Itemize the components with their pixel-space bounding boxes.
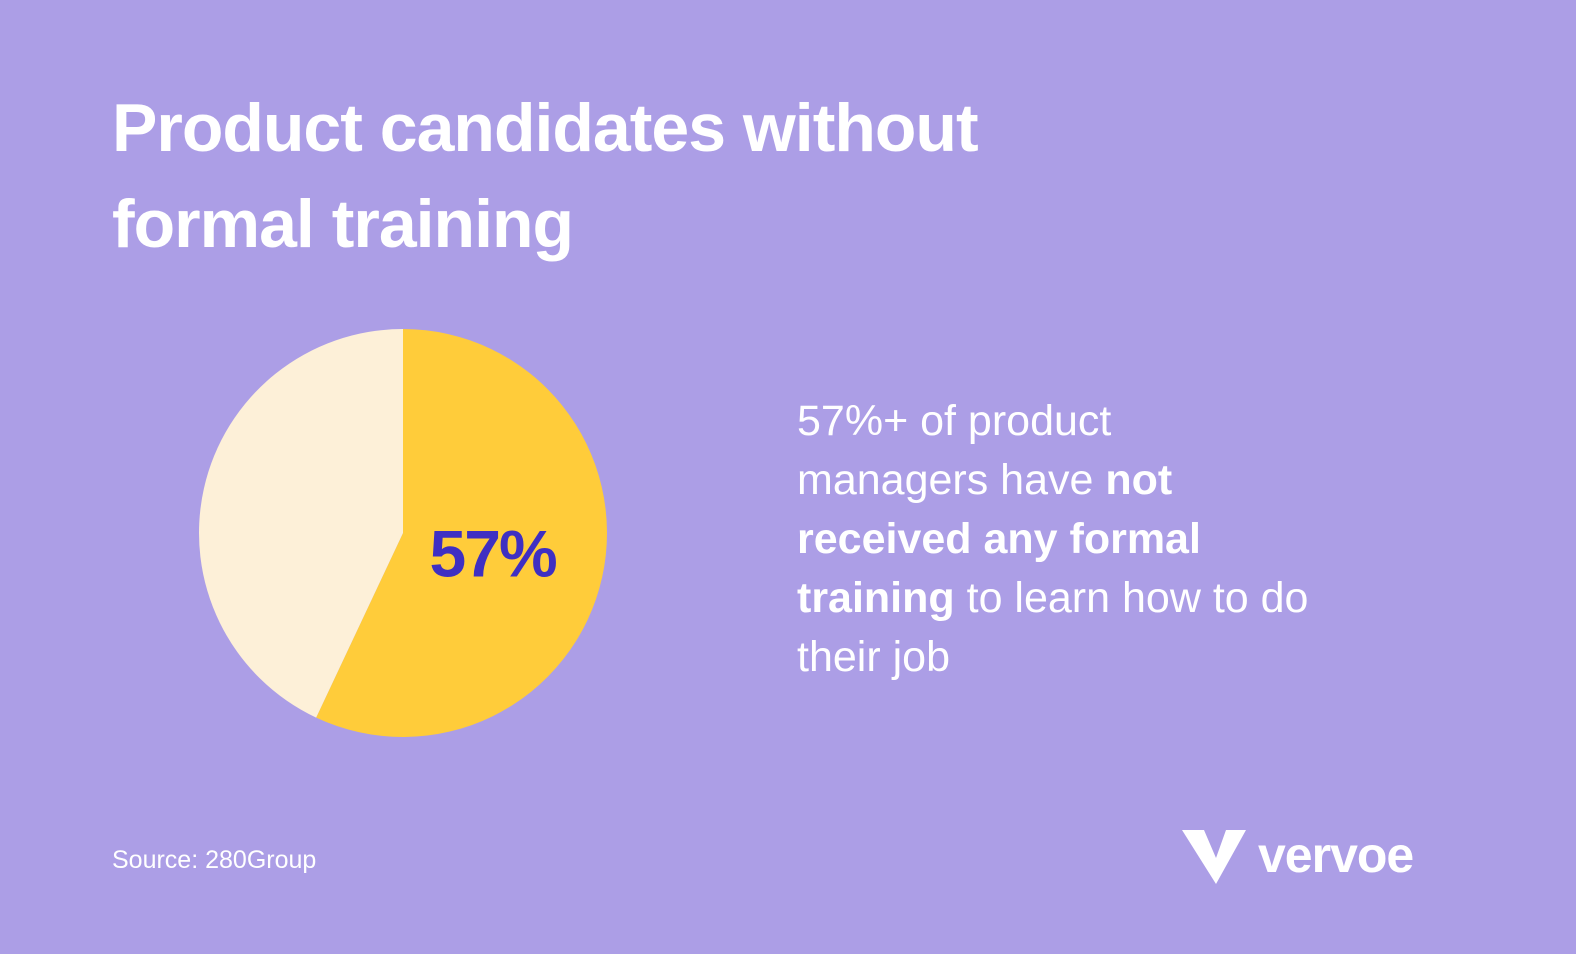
chart-title: Product candidates without formal traini… [112,90,979,262]
description-line: managers have not [797,451,1308,510]
pie-label: 57% [430,516,556,590]
emphasis: received any formal [797,515,1201,563]
logo-mark [1182,830,1246,884]
text-run: 57%+ of product [797,397,1112,445]
text-run: to learn how to do [954,574,1309,622]
pie-slice [199,329,403,718]
source: Source: 280Group [112,846,317,874]
logo: vervoe [1182,827,1414,884]
emphasis: training [797,574,955,622]
description-line: training to learn how to do [797,569,1308,628]
emphasis: not [1105,456,1173,504]
logo-text: vervoe [1258,827,1413,883]
description-line: 57%+ of product [797,392,1308,451]
text-run: their job [797,633,950,681]
description-line: received any formal [797,510,1308,569]
pie-slice [316,329,607,737]
text-run: managers have [797,456,1106,504]
description: 57%+ of product managers have not received… [797,392,1308,687]
description-line: their job [797,628,1308,687]
